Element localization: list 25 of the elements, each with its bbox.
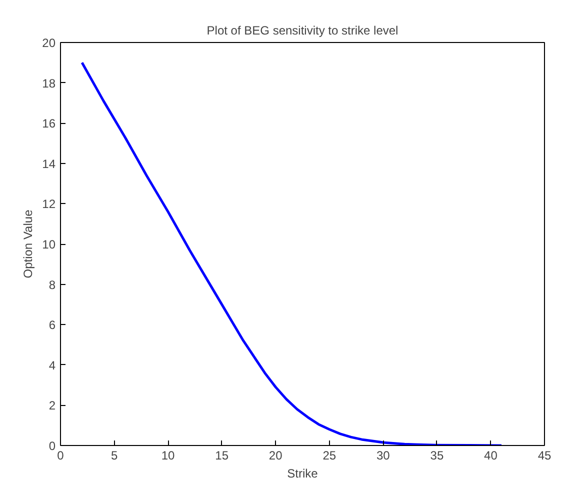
x-axis-title: Strike (287, 466, 318, 480)
x-tick-label: 10 (161, 448, 176, 462)
x-tick-label: 40 (484, 448, 498, 462)
y-tick-label: 16 (42, 116, 56, 131)
y-tick-label: 4 (48, 358, 56, 372)
x-tick-label: 45 (538, 448, 552, 462)
y-tick-label: 0 (48, 439, 56, 453)
y-tick-label: 10 (42, 238, 56, 252)
y-tick-label: 6 (48, 318, 56, 332)
x-tick-label: 30 (376, 448, 390, 462)
y-tick-label: 2 (48, 398, 56, 413)
y-tick-label: 12 (42, 197, 56, 212)
y-tick-label: 20 (42, 36, 56, 50)
line-series (80, 61, 503, 446)
x-tick-label: 35 (430, 448, 444, 462)
x-tick-label: 25 (322, 448, 336, 462)
y-tick-label: 18 (42, 76, 56, 90)
chart-title: Plot of BEG sensitivity to strike level (206, 24, 398, 38)
x-tick-label: 15 (215, 448, 229, 462)
y-tick-label: 14 (42, 156, 56, 171)
x-tick-label: 0 (57, 448, 64, 462)
x-tick-label: 20 (268, 448, 283, 462)
x-tick-label: 5 (110, 448, 118, 462)
y-tick-label: 8 (48, 278, 56, 292)
y-axis-title: Option Value (21, 209, 36, 278)
